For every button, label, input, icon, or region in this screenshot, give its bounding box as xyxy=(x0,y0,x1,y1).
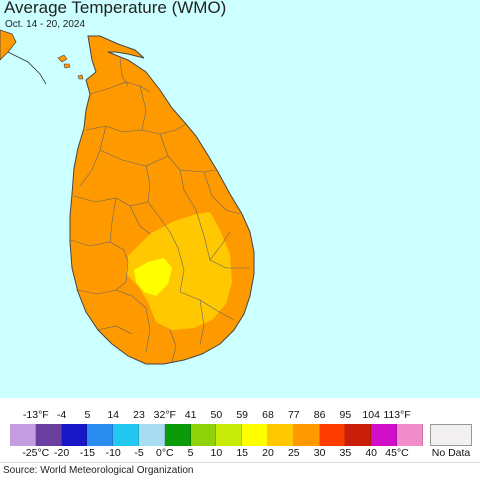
legend-swatch xyxy=(345,424,372,446)
legend-swatch xyxy=(61,424,88,446)
india-coast xyxy=(0,29,17,61)
small-islets xyxy=(57,54,84,80)
celsius-tick-label: -5 xyxy=(134,447,144,459)
legend-swatch xyxy=(87,424,114,446)
fahrenheit-tick-label: 32°F xyxy=(153,409,176,421)
fahrenheit-tick-label: 59 xyxy=(236,409,249,421)
legend-swatch xyxy=(10,424,36,446)
fahrenheit-scale: -13°F -4 5 14 23 32°F 41 50 59 68 77 86 95 104 113°F xyxy=(0,409,480,423)
color-swatches xyxy=(10,424,423,446)
fahrenheit-tick-label: 77 xyxy=(287,409,300,421)
celsius-tick-label: 25 xyxy=(287,447,300,459)
celsius-tick-label: 5 xyxy=(187,447,194,459)
fahrenheit-tick-label: 86 xyxy=(313,409,326,421)
legend-swatch xyxy=(164,424,191,446)
fahrenheit-tick-label: 41 xyxy=(184,409,197,421)
fahrenheit-tick-label: 104 xyxy=(362,409,380,421)
fahrenheit-tick-label: -13°F xyxy=(22,409,49,421)
date-range: Oct. 14 - 20, 2024 xyxy=(5,19,86,30)
legend-swatch xyxy=(293,424,320,446)
legend-swatch xyxy=(190,424,217,446)
celsius-tick-label: 0°C xyxy=(155,447,174,459)
fahrenheit-tick-label: 95 xyxy=(339,409,352,421)
no-data-label: No Data xyxy=(431,447,471,459)
hot-zone xyxy=(134,258,172,296)
celsius-tick-label: 15 xyxy=(236,447,249,459)
celsius-tick-label: 45°C xyxy=(385,447,409,459)
celsius-tick-label: 10 xyxy=(210,447,223,459)
legend-swatch xyxy=(371,424,397,446)
celsius-tick-label: 30 xyxy=(313,447,326,459)
fahrenheit-tick-label: 113°F xyxy=(383,409,411,421)
legend-swatch xyxy=(319,424,346,446)
adams-bridge xyxy=(7,51,47,85)
celsius-tick-label: -15 xyxy=(79,447,95,459)
fahrenheit-tick-label: 68 xyxy=(262,409,274,421)
fahrenheit-tick-label: -4 xyxy=(56,409,67,421)
map-svg xyxy=(0,29,255,365)
fahrenheit-tick-label: 50 xyxy=(210,409,223,421)
legend-swatch xyxy=(35,424,62,446)
celsius-tick-label: 40 xyxy=(365,447,378,459)
celsius-tick-label: 20 xyxy=(262,447,274,459)
legend-swatch xyxy=(113,424,139,446)
celsius-scale: -25°C -20 -15 -10 -5 0°C 5 10 15 20 25 30 35 40 45°C xyxy=(0,447,480,461)
temperature-map xyxy=(0,0,480,398)
celsius-tick-label: -20 xyxy=(54,447,70,459)
source-credit: Source: World Meteorological Organizatio… xyxy=(3,465,194,476)
color-legend: -13°F -4 5 14 23 32°F 41 50 59 68 77 86 95 104 113°F -… xyxy=(0,404,480,464)
no-data-swatch xyxy=(430,424,472,446)
celsius-tick-label: 35 xyxy=(339,447,352,459)
legend-swatch xyxy=(396,424,423,446)
fahrenheit-tick-label: 14 xyxy=(107,409,120,421)
legend-swatch xyxy=(138,424,165,446)
legend-swatch xyxy=(216,424,243,446)
map-title: Average Temperature (WMO) xyxy=(4,0,227,17)
legend-swatch xyxy=(267,424,294,446)
district-borders xyxy=(69,57,250,363)
fahrenheit-tick-label: 5 xyxy=(84,409,91,421)
footer-divider xyxy=(0,462,480,463)
celsius-tick-label: -25°C xyxy=(22,447,50,459)
legend-swatch xyxy=(242,424,268,446)
fahrenheit-tick-label: 23 xyxy=(133,409,145,421)
celsius-tick-label: -10 xyxy=(105,447,121,459)
